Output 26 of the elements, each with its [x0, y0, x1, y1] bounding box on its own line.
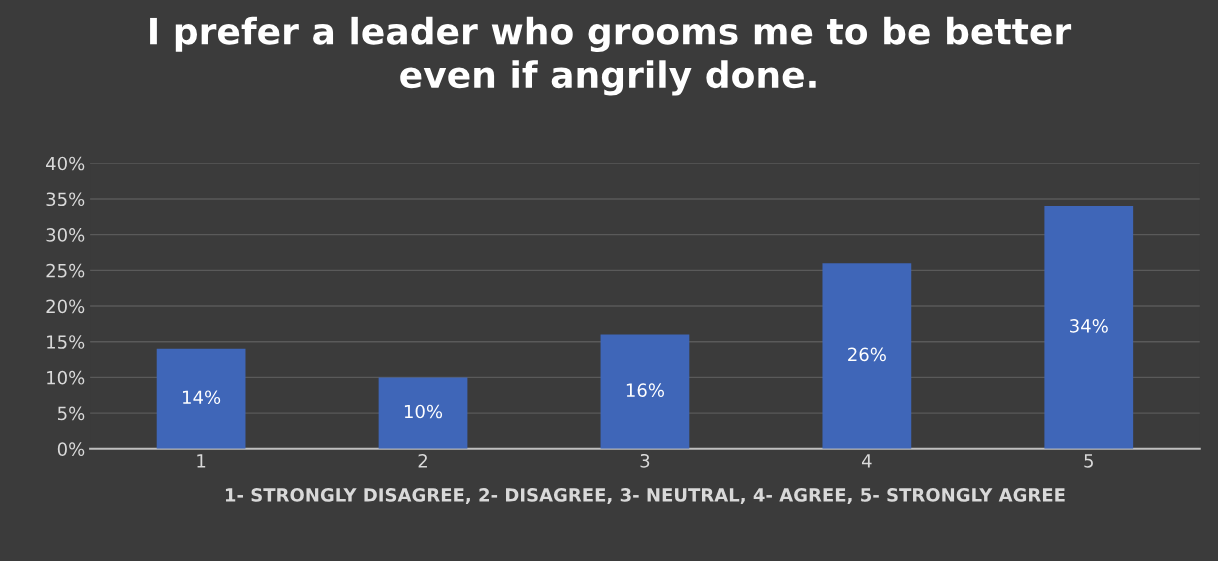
- x-tick-label: 4: [861, 454, 872, 468]
- x-tick-label: 3: [640, 453, 650, 468]
- y-tick-label: 40%: [46, 156, 85, 171]
- y-tick-label: 10%: [47, 370, 85, 385]
- data-label: 26%: [848, 347, 886, 362]
- y-tick-label: 15%: [47, 335, 85, 349]
- bar: [1044, 206, 1134, 449]
- y-tick-label: 0%: [57, 442, 85, 456]
- data-label: 14%: [183, 390, 221, 405]
- data-label: 16%: [626, 383, 664, 397]
- y-tick-label: 25%: [46, 263, 85, 278]
- x-tick-label: 1: [197, 454, 206, 468]
- y-tick-label: 5%: [58, 406, 85, 421]
- bar: [822, 263, 912, 449]
- y-tick-label: 35%: [46, 192, 85, 207]
- x-tick-label: 5: [1084, 454, 1093, 468]
- chart-title: I prefer a leader who grooms me to be better even if angrily done.: [150, 16, 1072, 96]
- y-tick-label: 20%: [46, 299, 85, 314]
- x-tick-label: 2: [418, 453, 427, 468]
- bar: [156, 348, 246, 449]
- data-label: 34%: [1070, 319, 1108, 333]
- bar: [600, 334, 690, 449]
- bar: [378, 377, 468, 449]
- data-label: 10%: [404, 404, 443, 419]
- y-tick-label: 30%: [46, 228, 85, 242]
- x-axis-title: 1- STRONGLY DISAGREE, 2- DISAGREE, 3- NEUTRAL, 4- AGREE, 5- STRONGLY AGREE: [225, 488, 1065, 505]
